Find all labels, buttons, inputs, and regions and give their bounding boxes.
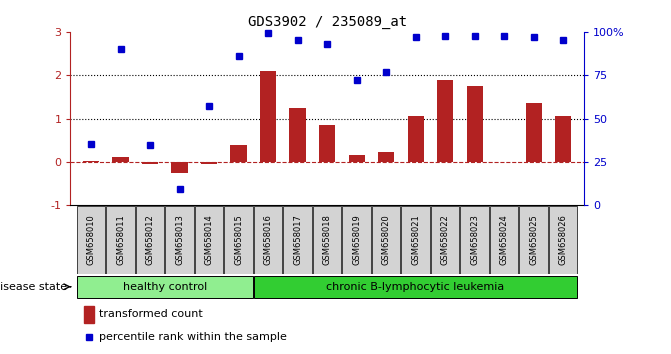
FancyBboxPatch shape [549, 206, 577, 274]
FancyBboxPatch shape [460, 206, 488, 274]
Bar [231, 144, 247, 162]
FancyBboxPatch shape [490, 206, 518, 274]
FancyBboxPatch shape [372, 206, 401, 274]
Text: GSM658012: GSM658012 [146, 215, 154, 265]
FancyBboxPatch shape [224, 206, 253, 274]
FancyBboxPatch shape [283, 206, 312, 274]
Text: GSM658022: GSM658022 [441, 215, 450, 265]
FancyBboxPatch shape [254, 206, 282, 274]
Bar [172, 162, 188, 173]
Bar [83, 161, 99, 162]
Bar [319, 125, 336, 162]
FancyBboxPatch shape [313, 206, 342, 274]
Text: GSM658026: GSM658026 [559, 215, 568, 265]
Text: healthy control: healthy control [123, 282, 207, 292]
Bar [260, 71, 276, 162]
FancyBboxPatch shape [77, 206, 105, 274]
FancyBboxPatch shape [136, 206, 164, 274]
Text: GSM658019: GSM658019 [352, 215, 361, 265]
Bar [142, 162, 158, 164]
FancyBboxPatch shape [166, 206, 194, 274]
Text: GSM658024: GSM658024 [500, 215, 509, 265]
Title: GDS3902 / 235089_at: GDS3902 / 235089_at [248, 16, 407, 29]
Text: chronic B-lymphocytic leukemia: chronic B-lymphocytic leukemia [327, 282, 505, 292]
Bar [84, 306, 94, 323]
Text: GSM658021: GSM658021 [411, 215, 420, 265]
FancyBboxPatch shape [519, 206, 548, 274]
Bar [113, 157, 129, 162]
FancyBboxPatch shape [342, 206, 371, 274]
FancyBboxPatch shape [401, 206, 430, 274]
Text: GSM658011: GSM658011 [116, 215, 125, 265]
Bar [437, 80, 453, 162]
FancyBboxPatch shape [254, 275, 577, 298]
FancyBboxPatch shape [77, 275, 253, 298]
Text: GSM658016: GSM658016 [264, 215, 272, 265]
Bar [201, 162, 217, 164]
FancyBboxPatch shape [195, 206, 223, 274]
Bar [525, 103, 541, 162]
Bar [289, 108, 306, 162]
Text: transformed count: transformed count [99, 309, 203, 319]
FancyBboxPatch shape [107, 206, 135, 274]
Bar [466, 86, 482, 162]
Text: GSM658020: GSM658020 [382, 215, 391, 265]
Text: GSM658010: GSM658010 [87, 215, 95, 265]
FancyBboxPatch shape [431, 206, 459, 274]
Text: GSM658017: GSM658017 [293, 215, 302, 265]
Bar [348, 155, 365, 162]
Bar [555, 116, 571, 162]
Text: GSM658025: GSM658025 [529, 215, 538, 265]
Text: percentile rank within the sample: percentile rank within the sample [99, 332, 287, 342]
Text: GSM658013: GSM658013 [175, 215, 184, 265]
Text: GSM658018: GSM658018 [323, 215, 331, 265]
Bar [378, 153, 395, 162]
Text: disease state: disease state [0, 282, 67, 292]
Text: GSM658015: GSM658015 [234, 215, 243, 265]
Bar [407, 116, 423, 162]
Text: GSM658014: GSM658014 [205, 215, 213, 265]
Text: GSM658023: GSM658023 [470, 215, 479, 265]
